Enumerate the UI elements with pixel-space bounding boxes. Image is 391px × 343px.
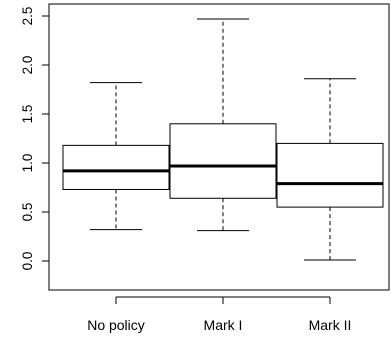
- y-tick-label: 1.5: [20, 105, 35, 124]
- boxes-group: [62, 18, 384, 261]
- x-category-label: Mark I: [204, 317, 243, 333]
- y-tick-label: 2.0: [20, 56, 35, 75]
- box-2: [169, 18, 277, 232]
- iqr-box: [169, 123, 277, 199]
- y-tick-label: 2.5: [20, 7, 35, 26]
- y-tick-label: 0.0: [20, 252, 35, 271]
- y-tick-label: 0.5: [20, 203, 35, 222]
- iqr-box: [276, 142, 384, 208]
- y-tick-label: 1.0: [20, 154, 35, 173]
- x-axis: No policy Mark I Mark II: [87, 296, 352, 333]
- x-category-label: Mark II: [309, 317, 352, 333]
- box-3: [276, 78, 384, 261]
- iqr-box: [62, 144, 170, 190]
- y-axis: 0.0 0.5 1.0 1.5 2.0 2.5: [20, 7, 50, 271]
- x-category-label: No policy: [87, 317, 145, 333]
- box-1: [62, 82, 170, 231]
